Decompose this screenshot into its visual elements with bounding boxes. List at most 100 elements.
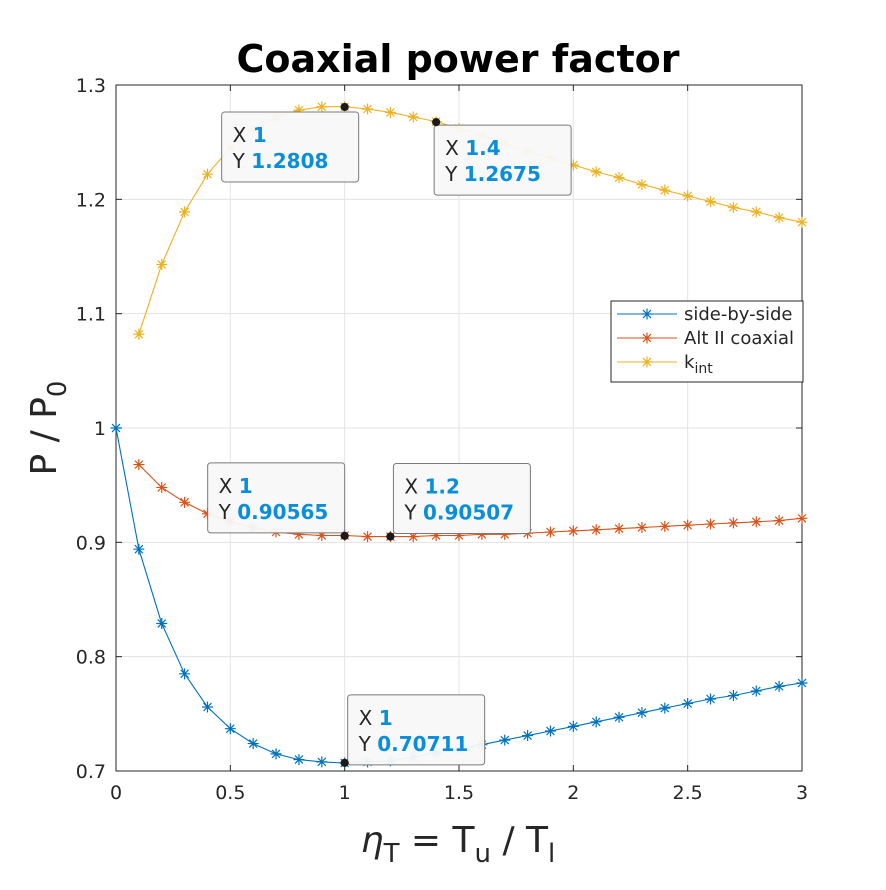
chart-title: Coaxial power factor bbox=[237, 37, 680, 81]
data-point bbox=[613, 523, 625, 535]
datatip-y-value: 0.90565 bbox=[237, 500, 328, 524]
datatip-y-letter: Y bbox=[218, 500, 238, 524]
x-tick-label: 1.5 bbox=[444, 782, 474, 804]
datatip-marker bbox=[386, 532, 395, 541]
data-point bbox=[499, 528, 511, 540]
datatip-x-value: 1 bbox=[379, 706, 393, 730]
data-point bbox=[293, 104, 305, 116]
data-point bbox=[201, 701, 213, 713]
data-point bbox=[407, 531, 419, 543]
data-point bbox=[544, 526, 556, 538]
datatip-y-letter: Y bbox=[403, 501, 423, 525]
y-axis-label-main: P / P bbox=[24, 397, 65, 475]
datatip-y-value: 1.2808 bbox=[251, 149, 328, 173]
datatip-marker bbox=[432, 118, 441, 127]
x-axis-label-eta: η bbox=[361, 820, 384, 861]
legend-marker bbox=[641, 332, 653, 344]
legend-label-sub: int bbox=[694, 361, 713, 377]
x-tick-label: 1 bbox=[339, 782, 351, 804]
datatip-box bbox=[433, 124, 572, 196]
datatip-x-row: X 1.2 bbox=[404, 475, 460, 499]
data-point bbox=[705, 196, 717, 208]
datatip-x-value: 1.4 bbox=[465, 136, 500, 160]
datatip-y-row: Y 1.2808 bbox=[232, 149, 329, 173]
datatip: X 1Y 0.70711 bbox=[340, 694, 486, 767]
data-point bbox=[613, 172, 625, 184]
legend-label: kint bbox=[684, 352, 713, 377]
datatip: X 1.2Y 0.90507 bbox=[386, 463, 531, 541]
y-tick-label: 1 bbox=[94, 418, 106, 440]
data-point bbox=[453, 529, 465, 541]
data-point bbox=[293, 528, 305, 540]
datatip-box bbox=[221, 111, 360, 183]
data-point bbox=[636, 707, 648, 719]
legend-marker bbox=[641, 308, 653, 320]
data-point bbox=[727, 201, 739, 213]
legend-item: side-by-side bbox=[617, 304, 793, 325]
data-point bbox=[179, 668, 191, 680]
data-point bbox=[727, 517, 739, 529]
datatip-y-letter: Y bbox=[444, 162, 464, 186]
data-point bbox=[567, 159, 579, 171]
data-point bbox=[659, 184, 671, 196]
data-point bbox=[156, 481, 168, 493]
data-point bbox=[316, 756, 328, 768]
legend-item: kint bbox=[617, 352, 713, 377]
data-point bbox=[544, 725, 556, 737]
data-point bbox=[773, 680, 785, 692]
datatip-y-value: 1.2675 bbox=[464, 162, 541, 186]
x-axis-label-rest2: / T bbox=[491, 820, 549, 861]
data-point bbox=[407, 111, 419, 123]
x-axis-label-sub: T bbox=[383, 839, 400, 869]
datatip-box bbox=[347, 694, 486, 766]
data-point bbox=[293, 754, 305, 766]
data-point bbox=[430, 529, 442, 541]
datatip-x-letter: X bbox=[445, 136, 465, 160]
data-point bbox=[659, 520, 671, 532]
data-point bbox=[567, 720, 579, 732]
data-point bbox=[133, 459, 145, 471]
data-point bbox=[362, 531, 374, 543]
data-point bbox=[636, 178, 648, 190]
data-point bbox=[796, 216, 808, 228]
data-point bbox=[247, 738, 259, 750]
datatip-y-row: Y 0.70711 bbox=[358, 732, 469, 756]
datatip-marker bbox=[340, 531, 349, 540]
x-axis-label-sub3: l bbox=[548, 839, 555, 869]
data-point bbox=[224, 723, 236, 735]
datatip-y-value: 0.70711 bbox=[377, 732, 468, 756]
legend-item: Alt II coaxial bbox=[617, 328, 794, 349]
y-tick-label: 1.3 bbox=[76, 75, 106, 97]
legend-marker bbox=[641, 356, 653, 368]
data-point bbox=[522, 730, 534, 742]
datatip-x-row: X 1 bbox=[219, 474, 253, 498]
datatip-x-value: 1 bbox=[239, 474, 253, 498]
datatip-y-letter: Y bbox=[232, 149, 252, 173]
data-point bbox=[682, 190, 694, 202]
datatip: X 1.4Y 1.2675 bbox=[432, 118, 572, 196]
x-tick-label: 0 bbox=[110, 782, 122, 804]
data-point bbox=[773, 212, 785, 224]
y-axis-label-sub: 0 bbox=[43, 381, 73, 398]
data-point bbox=[636, 521, 648, 533]
data-point bbox=[613, 711, 625, 723]
datatip-box bbox=[207, 462, 346, 534]
data-point bbox=[110, 422, 122, 434]
datatip-x-letter: X bbox=[404, 475, 424, 499]
data-point bbox=[179, 496, 191, 508]
x-axis-label: ηT = Tu / Tl bbox=[361, 820, 556, 869]
datatip-y-row: Y 0.90507 bbox=[403, 501, 514, 525]
legend-label: side-by-side bbox=[684, 304, 793, 325]
datatip-x-row: X 1.4 bbox=[445, 136, 501, 160]
datatip-box bbox=[392, 463, 531, 535]
legend-label-text: Alt II coaxial bbox=[684, 328, 794, 349]
x-axis-label-sub2: u bbox=[475, 839, 491, 869]
data-point bbox=[750, 206, 762, 218]
data-point bbox=[750, 685, 762, 697]
datatip-y-value: 0.90507 bbox=[423, 501, 514, 525]
datatip-x-letter: X bbox=[359, 706, 379, 730]
datatip-y-row: Y 1.2675 bbox=[444, 162, 541, 186]
legend-label-text: side-by-side bbox=[684, 304, 793, 325]
